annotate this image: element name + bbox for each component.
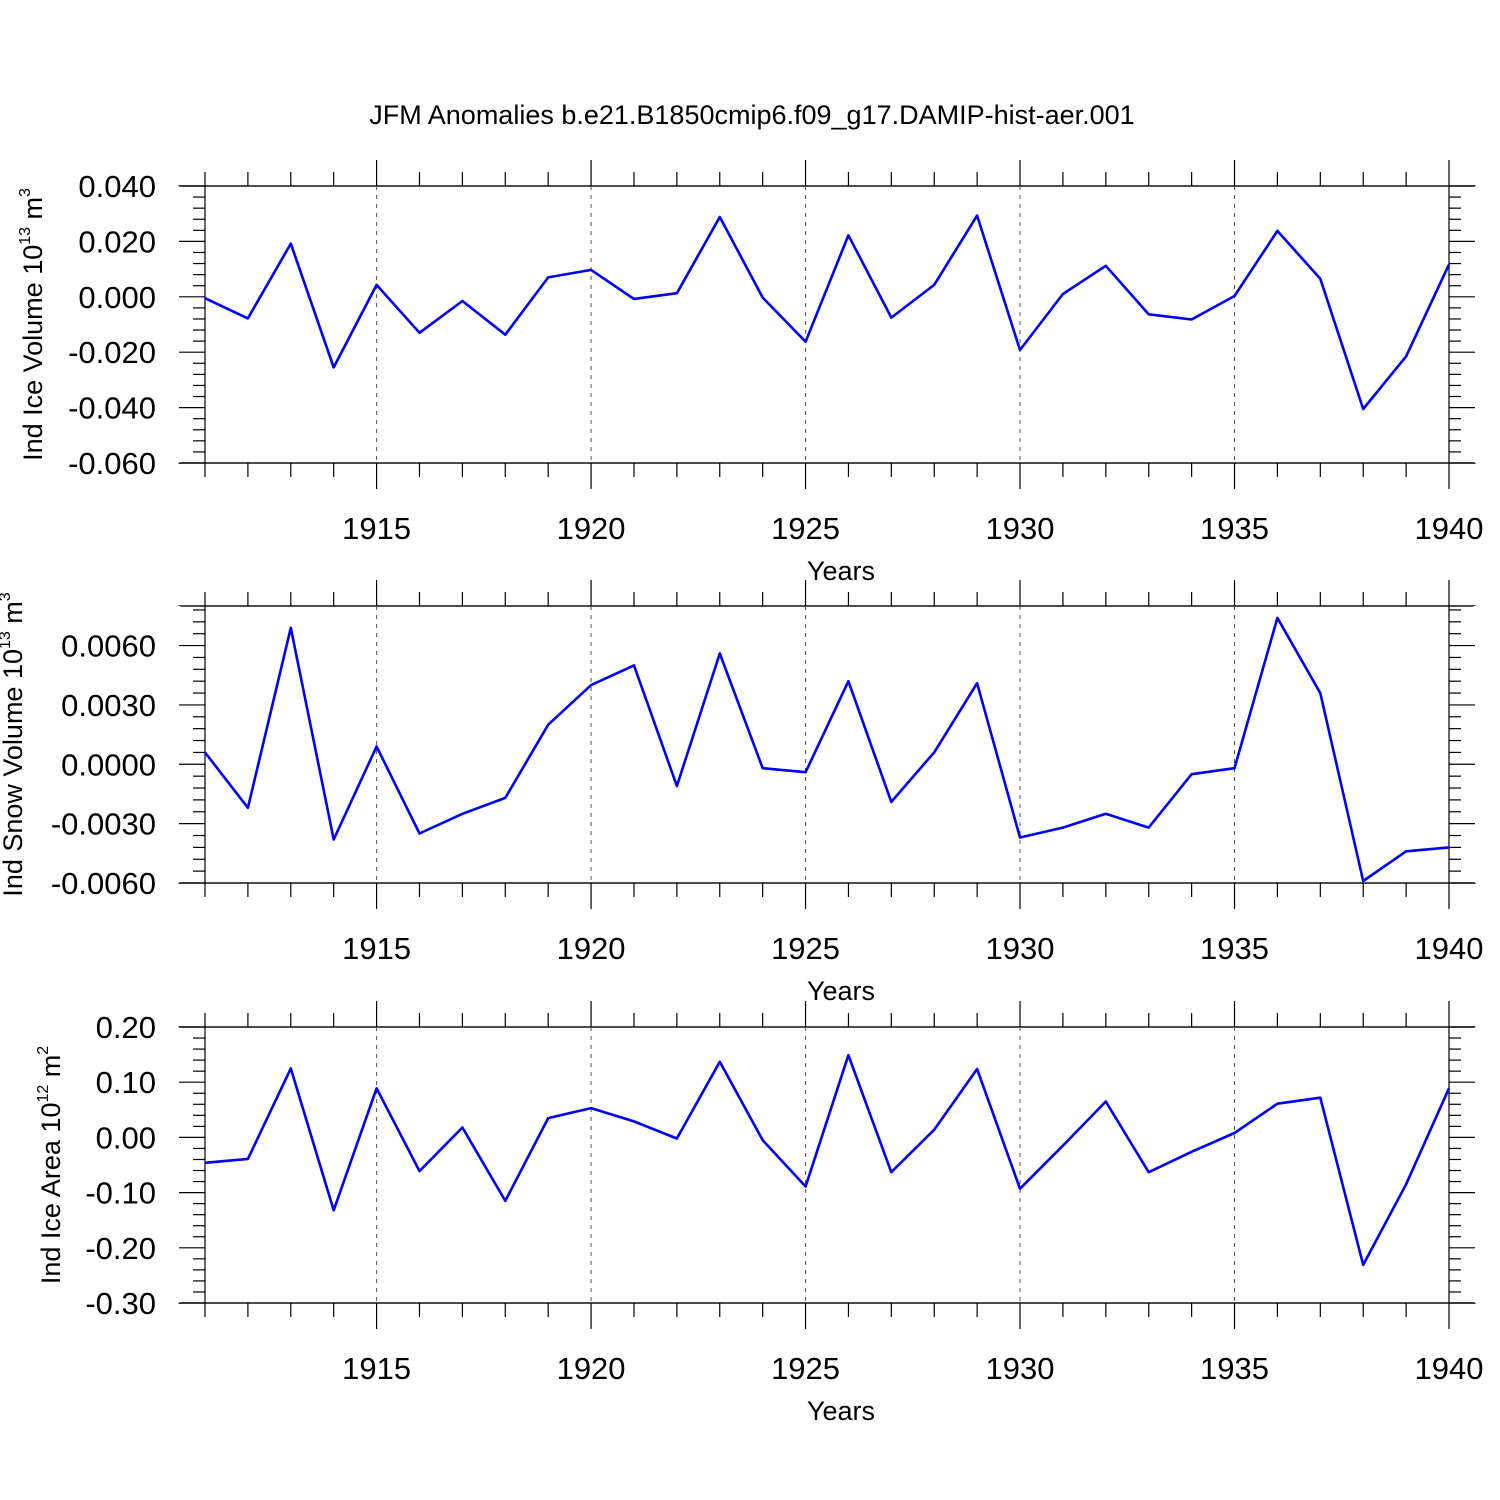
x-axis-label: Years	[807, 556, 875, 586]
plot-frame	[178, 1026, 1476, 1304]
y-axis-label: Ind Ice Area 1012 m2	[35, 1046, 66, 1284]
x-tick-label: 1940	[1415, 511, 1484, 546]
series-line	[204, 1053, 1451, 1267]
chart-title: JFM Anomalies b.e21.B1850cmip6.f09_g17.D…	[369, 100, 1134, 130]
y-tick-label: 0.000	[78, 280, 156, 315]
y-axis-label-text: Ind Snow Volume 10	[0, 649, 28, 897]
y-axis-label-text: Ind Ice Area 10	[36, 1103, 66, 1285]
y-tick-label: 0.0000	[61, 747, 156, 782]
x-tick-label: 1940	[1415, 931, 1484, 966]
series-line	[203, 616, 1450, 883]
x-axis-label: Years	[807, 1396, 875, 1426]
series-line	[204, 214, 1451, 411]
x-tick-label: 1915	[342, 1351, 411, 1386]
x-tick-label: 1935	[1200, 1351, 1269, 1386]
y-tick-label: -0.20	[85, 1231, 156, 1266]
y-axis-label: Ind Ice Volume 1013 m3	[17, 188, 48, 461]
y-axis-label-text: Ind Ice Volume 10	[18, 245, 48, 461]
panel-2: 1915 1920 1925 1930 1935 1940 0.0060 0.0030 0.00…	[0, 580, 1483, 1006]
y-axis-label-text: m	[18, 197, 48, 227]
y-tick-label: 0.10	[96, 1065, 156, 1100]
x-tick-label: 1915	[342, 511, 411, 546]
y-axis-label-superscript: 3	[0, 592, 14, 601]
x-tick-label: 1915	[342, 931, 411, 966]
x-tick-label: 1920	[557, 511, 626, 546]
y-axis-label-text: m	[36, 1055, 66, 1085]
y-tick-label: -0.10	[85, 1176, 156, 1211]
y-axis-label-superscript: 3	[17, 188, 34, 197]
x-tick-label: 1920	[557, 931, 626, 966]
y-axis-label: Ind Snow Volume 1013 m3	[0, 592, 28, 896]
y-tick-label: 0.0060	[61, 629, 156, 664]
x-tick-label: 1930	[986, 1351, 1055, 1386]
x-tick-label: 1925	[771, 1351, 840, 1386]
y-axis-label-superscript: 12	[35, 1085, 52, 1103]
y-tick-label: -0.040	[68, 391, 156, 426]
y-axis-label-superscript: 2	[35, 1046, 52, 1055]
y-tick-label: 0.0030	[61, 688, 156, 723]
x-axis-label: Years	[807, 976, 875, 1006]
plot-frame	[178, 185, 1476, 464]
y-axis-label-superscript: 13	[17, 227, 34, 245]
x-tick-label: 1935	[1200, 931, 1269, 966]
y-axis-label-superscript: 13	[0, 631, 14, 649]
plot-frame	[178, 605, 1476, 884]
y-tick-label: -0.0030	[51, 807, 156, 842]
y-tick-label: 0.020	[78, 224, 156, 259]
x-tick-label: 1930	[986, 511, 1055, 546]
y-tick-label: 0.20	[96, 1010, 156, 1045]
x-tick-label: 1925	[771, 931, 840, 966]
y-tick-label: -0.0060	[51, 866, 156, 901]
x-tick-label: 1940	[1415, 1351, 1484, 1386]
y-tick-label: -0.30	[85, 1286, 156, 1321]
y-tick-label: -0.020	[68, 335, 156, 370]
y-tick-label: 0.00	[96, 1120, 156, 1155]
x-tick-label: 1925	[771, 511, 840, 546]
x-tick-label: 1930	[986, 931, 1055, 966]
panels: 1915 1920 1925 1930 1935 1940 0.040 0.020 0.000 -…	[0, 160, 1483, 1426]
x-tick-label: 1935	[1200, 511, 1269, 546]
panel-3: 1915 1920 1925 1930 1935 1940 0.20 0.10 0.00 -0.1…	[35, 1001, 1483, 1426]
y-tick-label: 0.040	[78, 169, 156, 204]
y-tick-label: -0.060	[68, 446, 156, 481]
panel-1: 1915 1920 1925 1930 1935 1940 0.040 0.020 0.000 -…	[17, 160, 1483, 586]
y-axis-label-text: m	[0, 601, 28, 631]
x-tick-label: 1920	[557, 1351, 626, 1386]
